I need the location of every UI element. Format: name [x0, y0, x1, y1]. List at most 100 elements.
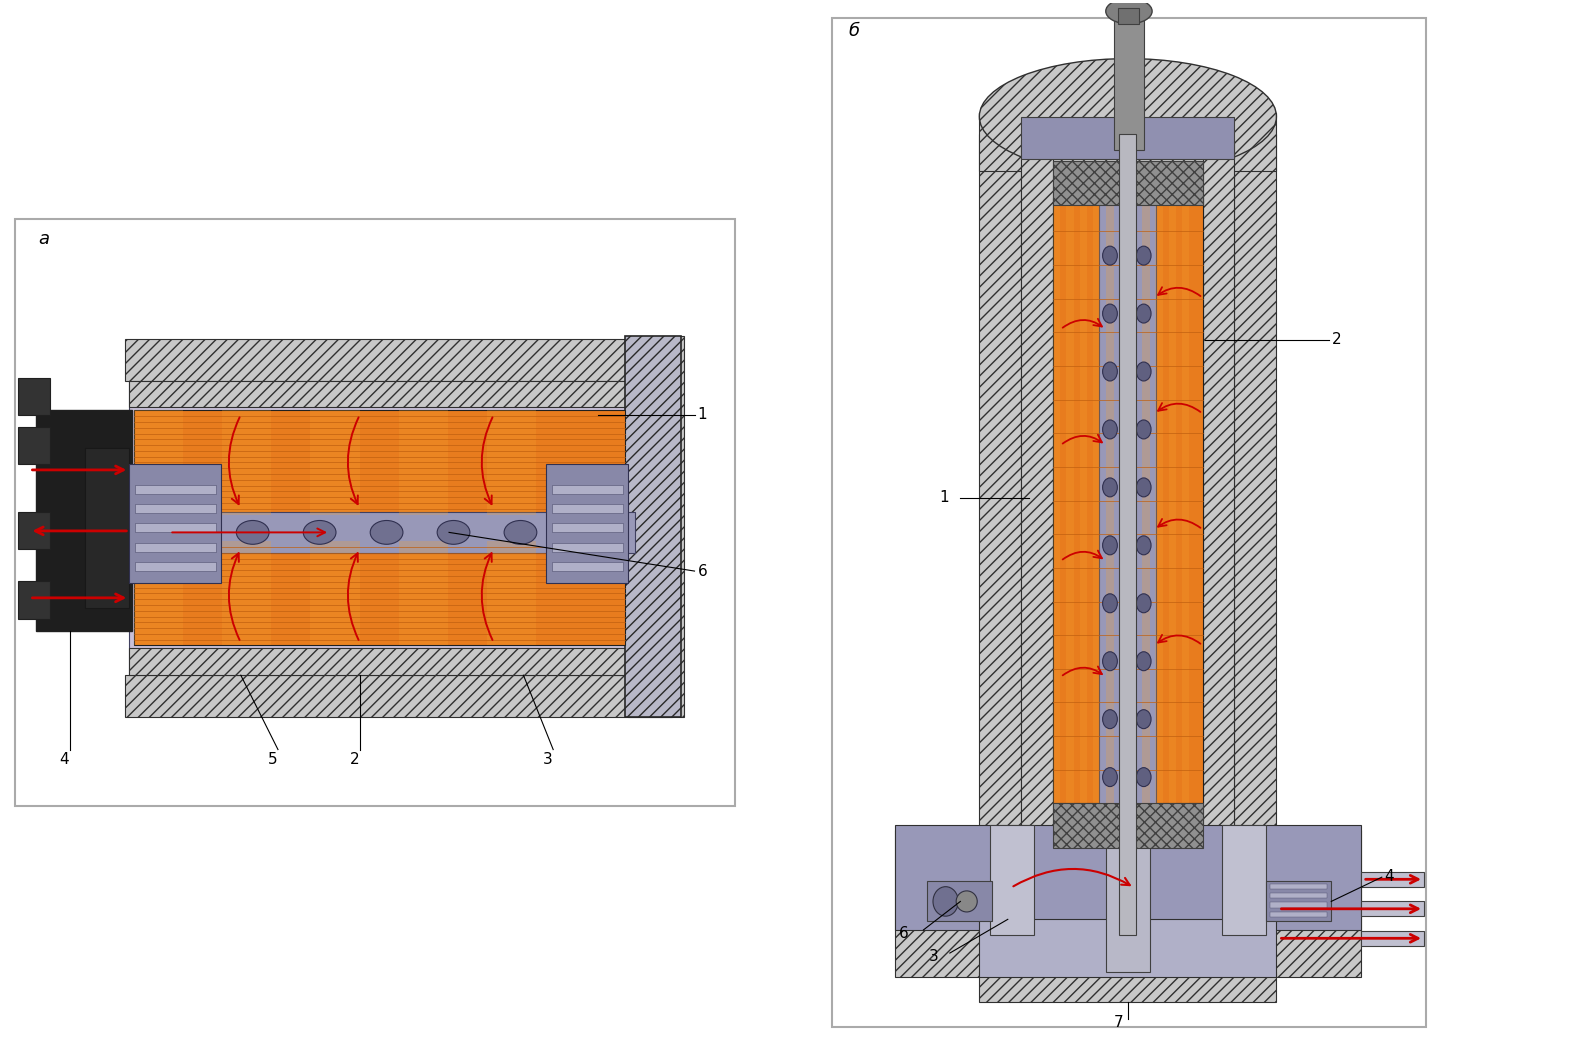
Ellipse shape [1103, 477, 1117, 497]
Ellipse shape [1136, 420, 1150, 439]
Text: 2: 2 [349, 753, 360, 767]
Bar [1182, 197, 1190, 803]
Bar [134, 410, 625, 515]
Bar [488, 410, 537, 515]
Bar [980, 920, 1277, 978]
Bar [1114, 13, 1144, 151]
Bar [85, 447, 129, 608]
Bar [1053, 197, 1060, 803]
Bar [895, 824, 1360, 930]
Bar [1155, 197, 1163, 803]
Bar [625, 336, 682, 717]
Bar [134, 541, 625, 646]
Bar [134, 541, 183, 646]
Bar [980, 113, 1277, 171]
Bar [895, 829, 1360, 920]
Bar [989, 824, 1034, 935]
Ellipse shape [1103, 246, 1117, 265]
Bar [17, 427, 50, 464]
Ellipse shape [1103, 710, 1117, 729]
Text: 3: 3 [543, 753, 552, 767]
Bar [552, 485, 623, 494]
Text: б: б [849, 23, 860, 40]
Ellipse shape [1136, 536, 1150, 555]
Text: 6: 6 [899, 926, 909, 941]
Bar [17, 378, 50, 415]
Ellipse shape [980, 58, 1277, 174]
Ellipse shape [437, 520, 470, 544]
Bar [552, 543, 623, 552]
Bar [1053, 197, 1127, 803]
Ellipse shape [1106, 0, 1152, 24]
Bar [1221, 824, 1266, 935]
Bar [1053, 803, 1202, 848]
Bar [1142, 197, 1150, 803]
Bar [129, 464, 221, 583]
Bar [1266, 881, 1332, 922]
Bar [895, 920, 1360, 978]
Bar [1021, 140, 1053, 829]
Bar [129, 378, 634, 675]
Bar [1360, 901, 1423, 917]
Bar [1067, 197, 1073, 803]
Bar [1270, 902, 1327, 908]
Bar [1079, 197, 1087, 803]
Bar [1202, 140, 1234, 829]
Bar [399, 410, 448, 515]
Bar [552, 504, 623, 513]
Bar [1106, 824, 1150, 972]
Bar [1021, 116, 1234, 159]
Bar [134, 410, 183, 515]
Bar [136, 504, 216, 513]
Bar [1270, 883, 1327, 889]
Bar [980, 135, 1021, 829]
Bar [980, 972, 1277, 1002]
Ellipse shape [1103, 768, 1117, 787]
Ellipse shape [371, 520, 402, 544]
Bar [311, 541, 360, 646]
Ellipse shape [933, 886, 958, 917]
Text: 4: 4 [60, 753, 69, 767]
Bar [311, 410, 360, 515]
Bar [1128, 197, 1202, 803]
Ellipse shape [1136, 594, 1150, 612]
Bar [546, 464, 628, 583]
Bar [1360, 931, 1423, 946]
Ellipse shape [303, 520, 336, 544]
Text: 6: 6 [697, 564, 707, 578]
Ellipse shape [237, 520, 270, 544]
Ellipse shape [1103, 594, 1117, 612]
Bar [1360, 872, 1423, 886]
Ellipse shape [956, 891, 977, 912]
Bar [136, 563, 216, 571]
Bar [17, 512, 50, 549]
Bar [125, 675, 672, 717]
Ellipse shape [571, 520, 604, 544]
Bar [136, 523, 216, 532]
Text: 5: 5 [268, 753, 278, 767]
Ellipse shape [1103, 536, 1117, 555]
Bar [1234, 135, 1277, 829]
Bar [552, 563, 623, 571]
Bar [36, 410, 133, 630]
Bar [129, 512, 634, 553]
Ellipse shape [1103, 362, 1117, 381]
Ellipse shape [503, 520, 537, 544]
Bar [1106, 197, 1114, 803]
Ellipse shape [1136, 246, 1150, 265]
Text: 3: 3 [929, 950, 939, 964]
Bar [488, 541, 537, 646]
Bar [1094, 197, 1100, 803]
Bar [552, 523, 623, 532]
Bar [1128, 197, 1136, 803]
Bar [136, 543, 216, 552]
Ellipse shape [1136, 768, 1150, 787]
Bar [136, 485, 216, 494]
Bar [129, 381, 633, 408]
Bar [926, 881, 993, 922]
Text: 7: 7 [1114, 1015, 1124, 1030]
Ellipse shape [1136, 362, 1150, 381]
Text: а: а [38, 229, 49, 248]
Bar [129, 649, 633, 675]
Text: 2: 2 [1332, 332, 1341, 347]
